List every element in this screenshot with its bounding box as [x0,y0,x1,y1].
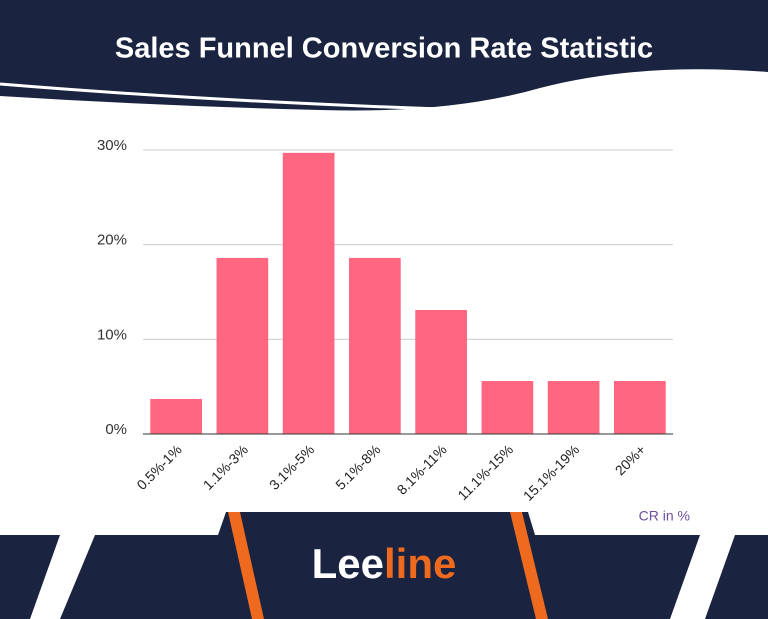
chart-title: Sales Funnel Conversion Rate Statistic [115,33,653,65]
bar [614,380,666,434]
x-tick-label: 1.1%-3% [200,441,251,492]
logo: Leeline [312,540,457,587]
bar [547,380,600,434]
footer-band [0,512,768,619]
bar [415,309,467,434]
y-tick-label: 10% [97,326,127,343]
header-swoosh [0,82,471,112]
x-tick-label: 15.1%-19% [520,441,583,504]
x-tick-label: 0.5%-1% [133,441,184,492]
bar [481,380,534,434]
footer-stripes [228,512,548,619]
bar [150,398,202,434]
bar [216,257,269,434]
bar [282,152,335,434]
x-axis-label: CR in % [639,508,690,524]
y-tick-label: 30% [97,137,127,154]
logo-second: line [384,540,456,587]
x-tick-label: 5.1%-8% [332,441,383,492]
y-tick-label: 20% [97,232,127,249]
logo-first: Lee [312,540,384,587]
x-tick-label: 8.1%-11% [394,441,450,497]
y-tick-label: 0% [105,421,127,438]
x-tick-label: 3.1%-5% [266,441,317,492]
bar [349,257,401,434]
x-tick-label: 20%+ [612,441,649,478]
x-tick-label: 11.1%-15% [454,441,516,503]
header-band [0,0,768,111]
